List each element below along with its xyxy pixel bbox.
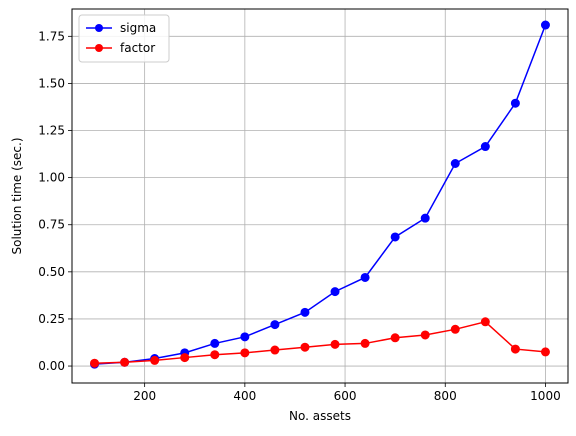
data-point-sigma <box>210 338 220 348</box>
grid-layer <box>72 9 568 383</box>
y-tick-label: 0.00 <box>38 359 65 373</box>
data-point-sigma <box>360 272 370 282</box>
data-point-factor <box>510 344 520 354</box>
series-line-factor <box>94 320 546 364</box>
data-point-factor <box>240 348 250 358</box>
data-point-factor <box>120 357 130 367</box>
data-point-factor <box>540 347 550 357</box>
data-point-factor <box>330 339 340 349</box>
data-point-factor <box>210 350 220 360</box>
legend-swatch-marker <box>95 24 103 32</box>
y-tick-label: 0.75 <box>38 218 65 232</box>
x-axis-label: No. assets <box>289 409 351 423</box>
data-point-sigma <box>420 213 430 223</box>
data-point-factor <box>420 330 430 340</box>
y-tick-label: 1.75 <box>38 29 65 43</box>
y-tick-label: 1.25 <box>38 124 65 138</box>
plot-frame <box>71 8 569 384</box>
y-tick-label: 0.50 <box>38 265 65 279</box>
data-point-factor <box>360 338 370 348</box>
data-point-sigma <box>240 332 250 342</box>
data-point-factor <box>390 333 400 343</box>
data-point-factor <box>300 342 310 352</box>
series-line-sigma <box>94 24 547 365</box>
legend-label: factor <box>120 41 155 55</box>
data-point-sigma <box>510 98 520 108</box>
legend-label: sigma <box>120 21 156 35</box>
data-point-factor <box>480 317 490 327</box>
data-point-sigma <box>390 232 400 242</box>
x-tick-label: 200 <box>133 389 156 403</box>
x-tick-label: 1000 <box>530 389 561 403</box>
x-tick-label: 400 <box>233 389 256 403</box>
legend-swatch-marker <box>95 44 103 52</box>
y-tick-label: 0.25 <box>38 312 65 326</box>
x-tick-label: 600 <box>334 389 357 403</box>
data-point-sigma <box>270 320 280 330</box>
series-layer <box>90 20 550 369</box>
data-point-sigma <box>480 142 490 152</box>
ticks-layer: 200 400 600 800 1000 0.00 0.25 0.50 0.75 1.00 1.25… <box>38 29 560 403</box>
data-point-factor <box>180 353 190 363</box>
data-point-sigma <box>450 158 460 168</box>
data-point-factor <box>270 345 280 355</box>
data-point-factor <box>450 324 460 334</box>
data-point-sigma <box>330 287 340 297</box>
data-point-factor <box>90 358 100 368</box>
data-point-sigma <box>540 20 550 30</box>
y-tick-label: 1.00 <box>38 171 65 185</box>
data-point-factor <box>150 355 160 365</box>
legend: sigma factor <box>78 14 170 63</box>
y-axis-label: Solution time (sec.) <box>10 137 24 254</box>
data-point-sigma <box>300 307 310 317</box>
x-tick-label: 800 <box>434 389 457 403</box>
y-tick-label: 1.50 <box>38 76 65 90</box>
